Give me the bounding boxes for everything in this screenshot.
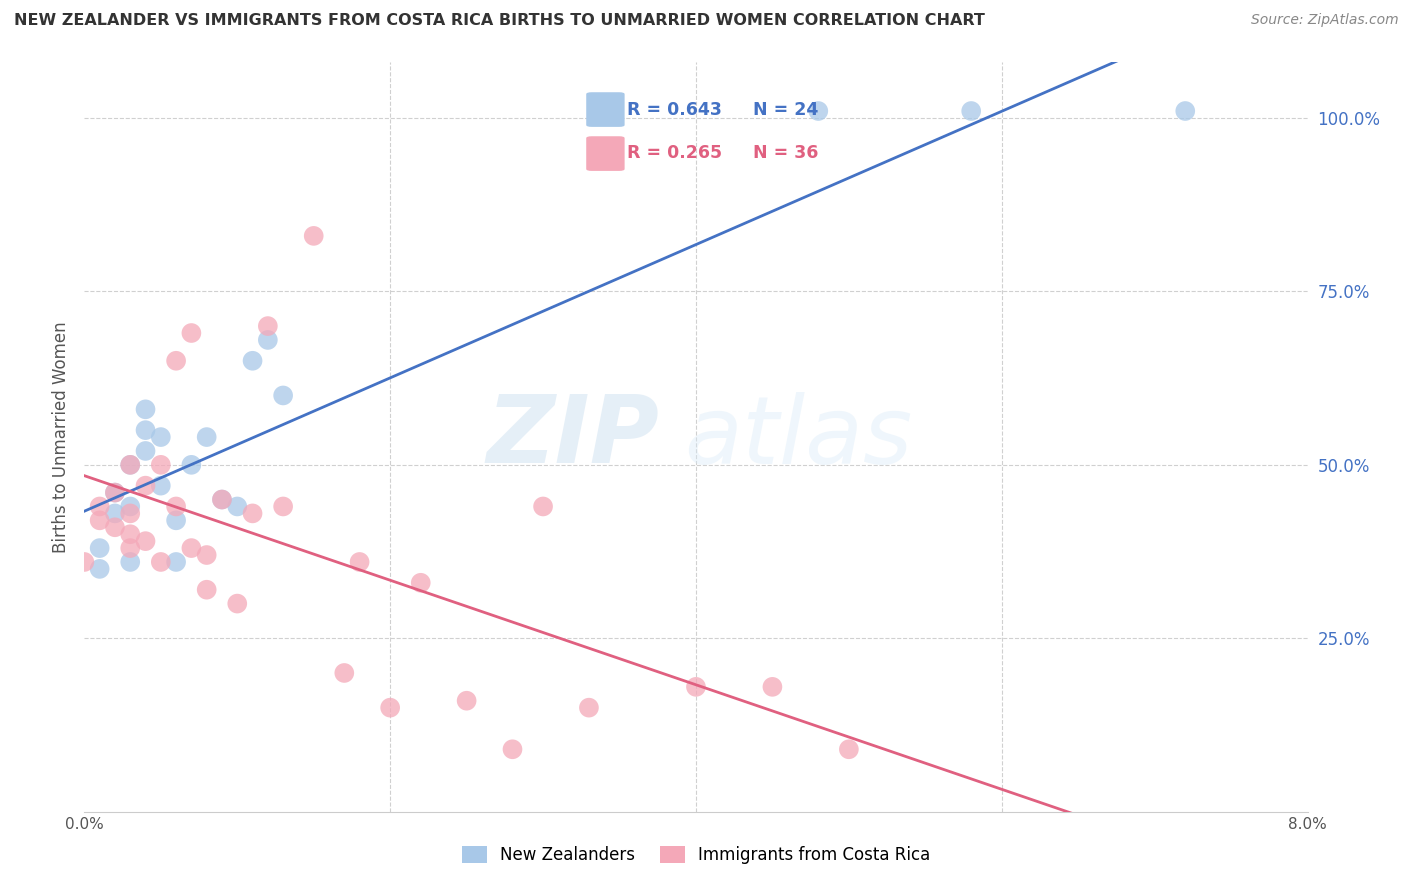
Point xyxy=(761,680,783,694)
Point xyxy=(120,541,142,555)
Point xyxy=(180,458,202,472)
Point xyxy=(838,742,860,756)
Point xyxy=(165,500,187,514)
Point xyxy=(165,555,187,569)
Point xyxy=(104,507,127,521)
Point xyxy=(960,103,983,118)
Point xyxy=(1174,103,1197,118)
Point xyxy=(120,555,142,569)
Point xyxy=(226,597,249,611)
Point xyxy=(333,665,356,680)
Point xyxy=(226,500,249,514)
Point xyxy=(409,575,432,590)
Point xyxy=(211,492,233,507)
Text: N = 36: N = 36 xyxy=(754,145,818,162)
Point xyxy=(135,423,157,437)
Point xyxy=(195,548,218,562)
Point xyxy=(165,513,187,527)
Point xyxy=(271,500,294,514)
Point xyxy=(685,680,707,694)
Point xyxy=(135,534,157,549)
Point xyxy=(89,541,111,555)
Point xyxy=(302,228,325,243)
Point xyxy=(349,555,371,569)
Point xyxy=(242,353,264,368)
Point xyxy=(104,485,127,500)
Point xyxy=(149,458,172,472)
Point xyxy=(380,700,402,714)
Text: Source: ZipAtlas.com: Source: ZipAtlas.com xyxy=(1251,13,1399,28)
Text: atlas: atlas xyxy=(683,392,912,483)
Point xyxy=(531,500,554,514)
Point xyxy=(120,527,142,541)
Text: N = 24: N = 24 xyxy=(754,101,818,119)
Point xyxy=(502,742,524,756)
Point xyxy=(120,458,142,472)
Text: R = 0.265: R = 0.265 xyxy=(627,145,723,162)
Point xyxy=(257,319,280,334)
Point xyxy=(89,513,111,527)
Point xyxy=(195,430,218,444)
Text: R = 0.643: R = 0.643 xyxy=(627,101,723,119)
Point xyxy=(180,326,202,340)
Point xyxy=(104,485,127,500)
FancyBboxPatch shape xyxy=(586,136,624,171)
Point xyxy=(89,562,111,576)
Point xyxy=(149,430,172,444)
Point xyxy=(180,541,202,555)
Point xyxy=(135,402,157,417)
Point xyxy=(120,500,142,514)
FancyBboxPatch shape xyxy=(586,92,624,127)
Point xyxy=(257,333,280,347)
Point xyxy=(89,500,111,514)
Point xyxy=(165,353,187,368)
Point xyxy=(242,507,264,521)
Point xyxy=(120,507,142,521)
Point xyxy=(120,458,142,472)
Y-axis label: Births to Unmarried Women: Births to Unmarried Women xyxy=(52,321,70,553)
Point xyxy=(135,444,157,458)
Point xyxy=(211,492,233,507)
Point xyxy=(807,103,830,118)
Point xyxy=(135,478,157,492)
Point xyxy=(271,388,294,402)
Legend: New Zealanders, Immigrants from Costa Rica: New Zealanders, Immigrants from Costa Ri… xyxy=(456,839,936,871)
Point xyxy=(73,555,96,569)
Text: NEW ZEALANDER VS IMMIGRANTS FROM COSTA RICA BIRTHS TO UNMARRIED WOMEN CORRELATIO: NEW ZEALANDER VS IMMIGRANTS FROM COSTA R… xyxy=(14,13,986,29)
Point xyxy=(195,582,218,597)
Text: ZIP: ZIP xyxy=(486,391,659,483)
Point xyxy=(149,478,172,492)
Point xyxy=(578,700,600,714)
Point xyxy=(149,555,172,569)
Point xyxy=(456,694,478,708)
Point xyxy=(104,520,127,534)
